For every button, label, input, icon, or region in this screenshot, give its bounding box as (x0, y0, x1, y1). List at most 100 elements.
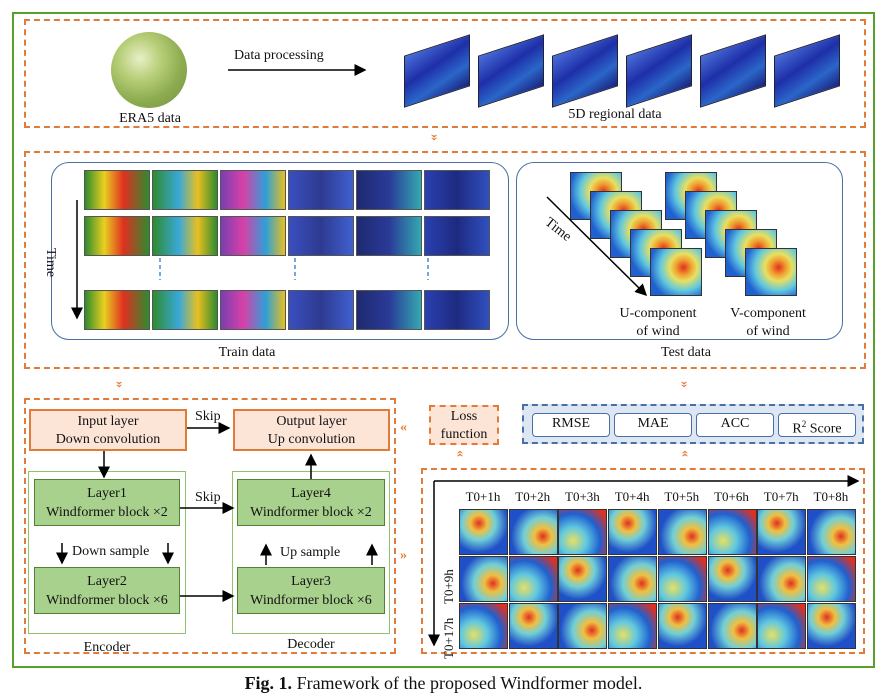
forecast-panel (421, 468, 865, 654)
forecast-tile (806, 603, 856, 649)
output-layer-label: Output layer (276, 414, 347, 429)
forecast-tile (707, 509, 757, 555)
forecast-tile (657, 556, 707, 602)
forecast-col-label: T0+4h (614, 489, 650, 504)
model-panel (24, 398, 396, 654)
u-component-label: U-component (619, 306, 697, 321)
chevron-right-icon: » (400, 548, 407, 563)
r2-sup: 2 (801, 419, 807, 429)
forecast-tile (459, 509, 508, 555)
forecast-tile (558, 509, 608, 555)
forecast-tile (459, 556, 508, 602)
train-sample (288, 290, 354, 330)
layer1-desc: Windformer block ×2 (46, 505, 168, 520)
datasets-panel (24, 151, 866, 369)
forecast-tile (608, 556, 658, 602)
train-sample (424, 216, 490, 256)
down-sample-label: Down sample (72, 544, 150, 559)
forecast-tile (459, 603, 508, 649)
forecast-tile (608, 603, 658, 649)
forecast-col-label: T0+6h (714, 489, 749, 504)
forecast-tile (558, 603, 608, 649)
outer-frame (12, 12, 875, 668)
down-convolution-label: Down convolution (55, 432, 161, 447)
forecast-tile (657, 509, 707, 555)
metric-r2: R2 Score (778, 413, 856, 437)
skip-top-label: Skip (195, 409, 221, 424)
train-data-caption: Train data (218, 345, 276, 360)
u-component-tile (650, 248, 702, 296)
loss-function-box: Loss function (429, 405, 499, 445)
v-component-label: V-component (730, 306, 806, 321)
chevron-left-icon: « (400, 420, 407, 435)
test-time-arrow (546, 196, 648, 297)
data-processing-label: Data processing (234, 48, 324, 63)
forecast-tile (508, 603, 558, 649)
layer2-desc: Windformer block ×6 (46, 593, 168, 608)
function-label: function (440, 427, 488, 442)
layer1-box: Layer1 Windformer block ×2 (34, 479, 180, 526)
train-sample (152, 216, 218, 256)
forecast-col-label: T0+8h (813, 489, 849, 504)
train-sample (84, 216, 150, 256)
figure-caption: Fig. 1. Framework of the proposed Windfo… (0, 673, 887, 694)
forecast-tile (508, 556, 558, 602)
train-sample (356, 170, 422, 210)
r2-rest: Score (806, 421, 842, 437)
forecast-tile (707, 556, 757, 602)
forecast-tile (806, 509, 856, 555)
train-sample (84, 290, 150, 330)
forecast-tile (707, 603, 757, 649)
v-component-tile (745, 248, 797, 296)
caption-text: Framework of the proposed Windformer mod… (292, 673, 643, 693)
forecast-tile (757, 603, 807, 649)
forecast-tile (806, 556, 856, 602)
metric-acc: ACC (696, 413, 774, 437)
up-sample-label: Up sample (280, 545, 341, 560)
train-sample (288, 216, 354, 256)
forecast-tile (608, 509, 658, 555)
layer4-box: Layer4 Windformer block ×2 (237, 479, 385, 526)
forecast-tile (508, 509, 558, 555)
metric-mae: MAE (614, 413, 692, 437)
train-sample (152, 170, 218, 210)
forecast-col-label: T0+7h (763, 489, 799, 504)
train-sample (220, 290, 286, 330)
layer3-title: Layer3 (291, 574, 331, 589)
metric-rmse: RMSE (532, 413, 610, 437)
input-layer-label: Input layer (77, 414, 139, 429)
train-sample (220, 170, 286, 210)
layer3-box: Layer3 Windformer block ×6 (237, 567, 385, 614)
forecast-col-label: T0+3h (565, 489, 600, 504)
forecast-tile (558, 556, 608, 602)
data-processing-panel (24, 19, 866, 128)
train-sample (220, 216, 286, 256)
train-sample (356, 290, 422, 330)
train-sample (424, 290, 490, 330)
up-convolution-label: Up convolution (267, 432, 356, 447)
input-layer-box: Input layer Down convolution (29, 409, 187, 451)
regional-data-label: 5D regional data (568, 107, 662, 122)
forecast-col-label: T0+1h (465, 489, 501, 504)
test-data-caption: Test data (661, 345, 711, 360)
output-layer-box: Output layer Up convolution (233, 409, 390, 451)
v-component-label-2: of wind (746, 324, 790, 339)
loss-label: Loss (450, 409, 478, 424)
caption-prefix: Fig. 1. (244, 673, 293, 693)
train-sample (84, 170, 150, 210)
train-sample (424, 170, 490, 210)
layer4-desc: Windformer block ×2 (250, 505, 372, 520)
layer2-title: Layer2 (87, 574, 127, 589)
u-component-label-2: of wind (636, 324, 680, 339)
forecast-col-label: T0+5h (664, 489, 700, 504)
encoder-label: Encoder (83, 640, 131, 655)
train-sample (356, 216, 422, 256)
forecast-tile (757, 556, 807, 602)
layer4-title: Layer4 (291, 486, 331, 501)
decoder-label: Decoder (287, 637, 335, 652)
layer3-desc: Windformer block ×6 (250, 593, 372, 608)
forecast-col-label: T0+2h (515, 489, 551, 504)
globe-image (111, 32, 187, 108)
r2-base: R (792, 421, 802, 437)
